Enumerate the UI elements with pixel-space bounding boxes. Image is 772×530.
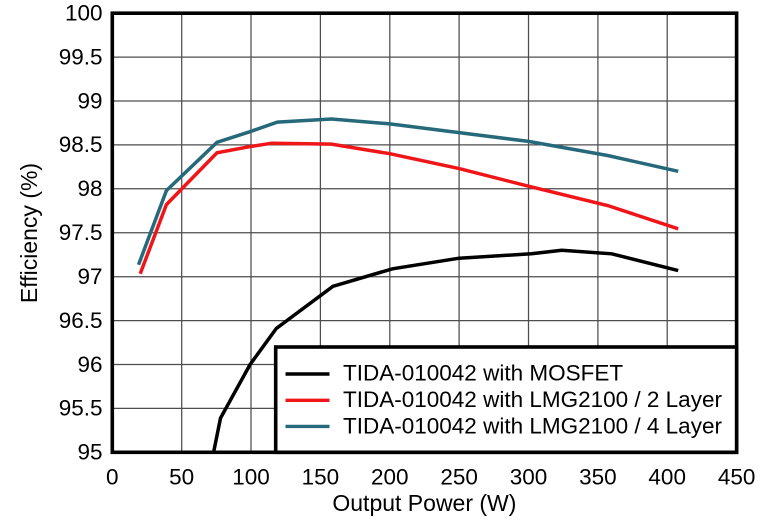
svg-text:400: 400 <box>648 465 686 490</box>
svg-text:100: 100 <box>65 1 103 26</box>
svg-text:97.5: 97.5 <box>59 220 103 245</box>
svg-text:96.5: 96.5 <box>59 308 103 333</box>
svg-text:Output Power (W): Output Power (W) <box>332 490 516 516</box>
svg-text:300: 300 <box>510 465 548 490</box>
svg-text:TIDA-010042 with LMG2100 / 4 L: TIDA-010042 with LMG2100 / 4 Layer <box>343 414 722 439</box>
svg-text:99: 99 <box>77 88 102 113</box>
svg-text:150: 150 <box>302 465 340 490</box>
svg-text:0: 0 <box>106 465 119 490</box>
svg-text:98: 98 <box>77 176 102 201</box>
svg-text:99.5: 99.5 <box>59 44 103 69</box>
svg-text:350: 350 <box>579 465 617 490</box>
svg-text:200: 200 <box>371 465 409 490</box>
svg-text:450: 450 <box>718 465 756 490</box>
svg-text:96: 96 <box>77 352 102 377</box>
svg-text:TIDA-010042 with MOSFET: TIDA-010042 with MOSFET <box>343 361 623 386</box>
svg-text:50: 50 <box>169 465 194 490</box>
svg-text:TIDA-010042 with LMG2100 / 2 L: TIDA-010042 with LMG2100 / 2 Layer <box>343 387 722 412</box>
svg-text:98.5: 98.5 <box>59 132 103 157</box>
svg-text:95: 95 <box>77 440 102 465</box>
svg-text:97: 97 <box>77 264 102 289</box>
svg-text:Efficiency (%): Efficiency (%) <box>16 163 42 303</box>
svg-text:100: 100 <box>232 465 270 490</box>
svg-text:95.5: 95.5 <box>59 396 103 421</box>
svg-text:250: 250 <box>440 465 478 490</box>
